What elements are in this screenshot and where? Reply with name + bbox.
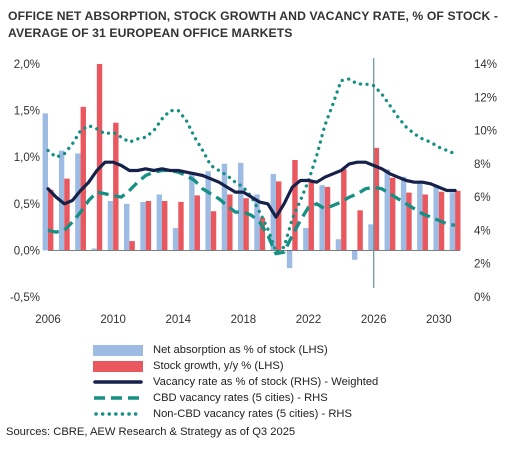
stock-growth-bar	[389, 177, 396, 251]
axes-layer: -0,5% 0,0% 0,5% 1,0% 1,5% 2,0% 0% 2% 4% 6% 8% 10% 12…	[10, 58, 497, 326]
stock-growth-bar	[357, 210, 363, 251]
stock-growth-bar	[422, 194, 428, 251]
stock-growth-bar	[341, 169, 347, 251]
net-absorption-bar	[238, 162, 244, 251]
stock-growth-bar	[96, 64, 103, 251]
legend-label-vacancy-weighted: Vacancy rate as % of stock (RHS) - Weigh…	[153, 376, 379, 388]
right-axis-tick-label: 0%	[474, 292, 491, 304]
x-axis-tick-label: 2022	[296, 314, 322, 326]
right-axis-tick-label: 6%	[474, 192, 491, 204]
net-absorption-bar	[254, 194, 260, 251]
stock-growth-bar	[259, 217, 266, 251]
net-absorption-bar	[368, 224, 374, 251]
x-axis-tick-label: 2014	[165, 314, 191, 326]
net-absorption-bar	[189, 172, 195, 251]
net-absorption-bar	[91, 248, 97, 251]
stock-growth-bar	[129, 241, 135, 251]
left-axis-tick-label: 1,5%	[14, 106, 40, 118]
legend-swatch-vacancy-weighted	[93, 376, 143, 388]
legend-item-noncbd: Non-CBD vacancy rates (5 cities) - RHS	[93, 406, 493, 422]
net-absorption-bar	[352, 250, 358, 260]
stock-growth-bar	[373, 147, 380, 251]
legend-label-cbd: CBD vacancy rates (5 cities) - RHS	[153, 392, 328, 404]
legend-label-stock-growth: Stock growth, y/y % (LHS)	[153, 360, 284, 372]
combo-chart: -0,5% 0,0% 0,5% 1,0% 1,5% 2,0% 0% 2% 4% 6% 8% 10% 12…	[10, 58, 497, 326]
net-absorption-bar	[417, 180, 423, 251]
stock-growth-bar	[406, 192, 412, 251]
net-absorption-bar	[319, 185, 325, 251]
legend-swatch-noncbd	[93, 408, 143, 420]
stock-growth-bar	[194, 195, 200, 251]
stock-growth-bar	[145, 201, 152, 251]
net-absorption-bar	[75, 153, 81, 251]
stock-growth-bar	[324, 187, 331, 251]
noncbd-vacancy-line	[46, 77, 457, 254]
left-axis-tick-label: 0,0%	[14, 245, 40, 257]
cbd-vacancy-line	[47, 168, 456, 256]
lines-layer	[46, 77, 457, 256]
left-axis-tick-label: 0,5%	[14, 199, 40, 211]
net-absorption-bar	[205, 171, 211, 251]
right-axis-tick-label: 8%	[474, 159, 491, 171]
chart-title: OFFICE NET ABSORPTION, STOCK GROWTH AND …	[8, 8, 513, 42]
stock-growth-bar	[292, 159, 298, 251]
legend-swatch-cbd	[93, 392, 143, 404]
legend-item-vacancy-weighted: Vacancy rate as % of stock (RHS) - Weigh…	[93, 374, 493, 390]
stock-growth-bar	[308, 182, 314, 251]
right-axis-tick-label: 14%	[474, 59, 497, 71]
x-axis-tick-label: 2026	[361, 314, 387, 326]
net-absorption-bar	[107, 201, 114, 251]
right-axis-tick-label: 10%	[474, 126, 497, 138]
net-absorption-bar	[42, 113, 48, 251]
left-axis-tick-label: 2,0%	[14, 59, 40, 71]
chart-title-line-1: OFFICE NET ABSORPTION, STOCK GROWTH AND …	[8, 9, 499, 23]
stock-growth-bar	[455, 190, 461, 251]
legend-item-cbd: CBD vacancy rates (5 cities) - RHS	[93, 390, 493, 406]
net-absorption-bar	[124, 203, 130, 251]
vacancy-weighted-line	[46, 160, 457, 219]
net-absorption-bar	[172, 228, 179, 251]
chart-title-line-2: AVERAGE OF 31 EUROPEAN OFFICE MARKETS	[8, 26, 293, 40]
left-axis-tick-label: -0,5%	[10, 292, 40, 304]
legend: Net absorption as % of stock (LHS) Stock…	[93, 342, 493, 422]
net-absorption-bar	[286, 250, 293, 269]
net-absorption-bar	[303, 228, 309, 251]
legend-swatch-net-absorption	[93, 344, 143, 356]
x-axis-tick-label: 2030	[426, 314, 452, 326]
net-absorption-bar	[140, 201, 146, 251]
right-axis-tick-label: 4%	[474, 225, 491, 237]
stock-growth-bar	[178, 201, 184, 251]
stock-growth-bar	[210, 211, 217, 251]
net-absorption-bar	[400, 176, 407, 251]
x-axis-tick-label: 2010	[100, 314, 126, 326]
stock-growth-bar	[243, 198, 249, 251]
right-axis-tick-label: 12%	[474, 92, 497, 104]
legend-item-stock-growth: Stock growth, y/y % (LHS)	[93, 358, 493, 374]
legend-swatch-stock-growth	[93, 360, 143, 372]
stock-growth-bar	[64, 178, 70, 251]
stock-growth-bar	[227, 194, 233, 251]
stock-growth-bar	[161, 201, 168, 251]
bars-layer	[42, 64, 461, 269]
x-axis-tick-label: 2006	[35, 314, 61, 326]
stock-growth-bar	[113, 122, 119, 251]
stock-growth-bar	[48, 189, 54, 251]
right-axis-tick-label: 2%	[474, 259, 491, 271]
net-absorption-bar	[449, 192, 456, 251]
stock-growth-bar	[80, 106, 86, 251]
source-note: Sources: CBRE, AEW Research & Strategy a…	[6, 426, 296, 438]
net-absorption-bar	[335, 239, 342, 251]
left-axis-tick-label: 1,0%	[14, 152, 40, 164]
x-axis-tick-label: 2018	[231, 314, 257, 326]
stock-growth-bar	[275, 181, 282, 251]
net-absorption-bar	[156, 194, 162, 251]
net-absorption-bar	[221, 163, 228, 251]
net-absorption-bar	[384, 169, 390, 251]
legend-label-noncbd: Non-CBD vacancy rates (5 cities) - RHS	[153, 408, 352, 420]
legend-label-net-absorption: Net absorption as % of stock (LHS)	[153, 344, 328, 356]
legend-item-net-absorption: Net absorption as % of stock (LHS)	[93, 342, 493, 358]
